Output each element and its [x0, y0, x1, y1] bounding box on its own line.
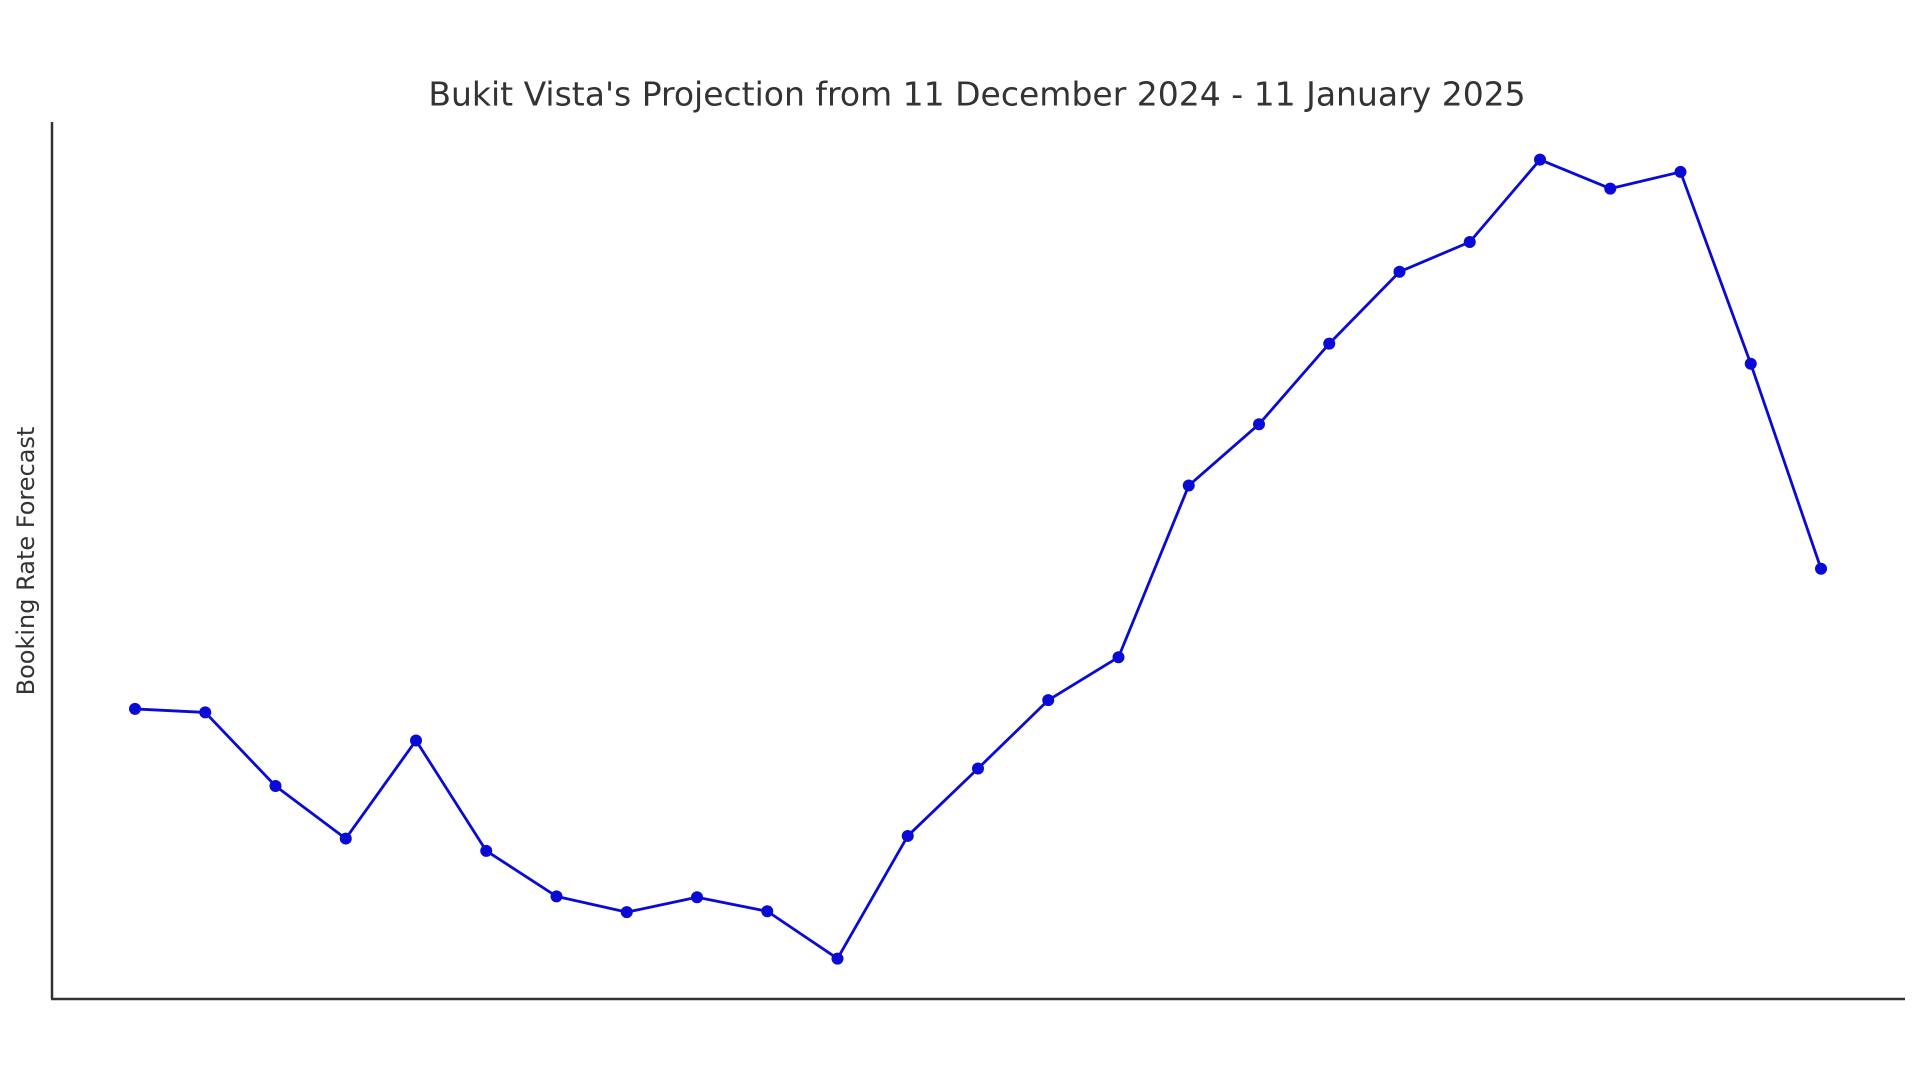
- data-point: [1182, 479, 1195, 492]
- data-point: [620, 906, 633, 919]
- data-point: [1112, 651, 1125, 664]
- data-point: [1674, 165, 1687, 178]
- data-point: [1604, 182, 1617, 195]
- data-point: [269, 780, 282, 793]
- data-point: [1042, 694, 1055, 707]
- data-point: [761, 905, 774, 918]
- data-point: [972, 762, 984, 775]
- series-line: [134, 158, 1823, 960]
- data-point: [901, 829, 914, 842]
- data-point: [691, 891, 703, 904]
- data-point: [1323, 337, 1336, 350]
- data-point: [129, 702, 141, 715]
- chart-title: Bukit Vista's Projection from 11 Decembe…: [428, 75, 1525, 114]
- data-point: [831, 952, 844, 965]
- data-point: [1253, 418, 1265, 431]
- data-point: [1815, 562, 1827, 575]
- data-point: [480, 844, 493, 857]
- y-axis-label: Booking Rate Forecast: [12, 427, 40, 696]
- data-point: [550, 890, 563, 903]
- data-point: [1463, 236, 1476, 249]
- data-point: [1393, 265, 1406, 278]
- data-point: [1534, 153, 1546, 166]
- data-point: [339, 832, 352, 845]
- data-point: [1744, 357, 1757, 370]
- data-point: [199, 706, 212, 719]
- data-point: [410, 734, 422, 747]
